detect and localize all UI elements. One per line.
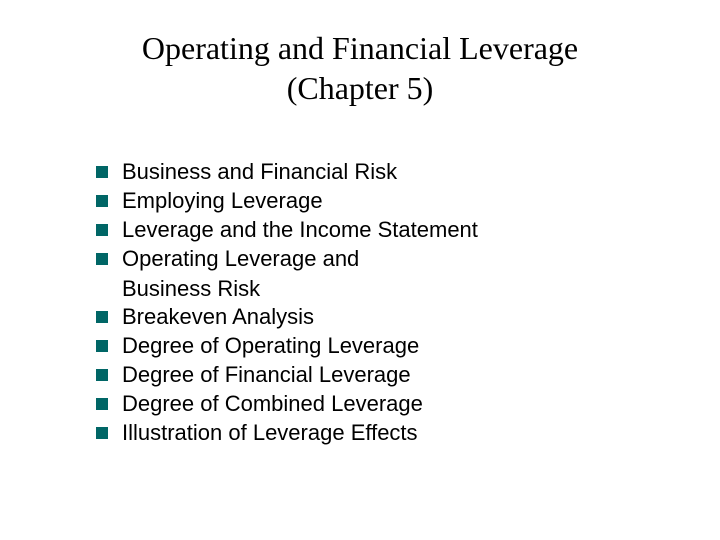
square-bullet-icon bbox=[96, 311, 108, 323]
bullet-list: Business and Financial Risk Employing Le… bbox=[96, 158, 636, 449]
square-bullet-icon bbox=[96, 340, 108, 352]
list-item-text: Breakeven Analysis bbox=[122, 303, 314, 331]
title-line-1: Operating and Financial Leverage bbox=[142, 30, 578, 66]
list-item-continuation: Business Risk bbox=[122, 275, 636, 303]
list-item: Breakeven Analysis bbox=[96, 303, 636, 331]
square-bullet-icon bbox=[96, 369, 108, 381]
list-item: Business and Financial Risk bbox=[96, 158, 636, 186]
list-item: Operating Leverage and bbox=[96, 245, 636, 273]
square-bullet-icon bbox=[96, 166, 108, 178]
square-bullet-icon bbox=[96, 253, 108, 265]
list-item-text: Degree of Operating Leverage bbox=[122, 332, 419, 360]
square-bullet-icon bbox=[96, 195, 108, 207]
list-item-text: Employing Leverage bbox=[122, 187, 323, 215]
list-item-text: Degree of Financial Leverage bbox=[122, 361, 411, 389]
title-line-2: (Chapter 5) bbox=[287, 70, 434, 106]
list-item: Degree of Combined Leverage bbox=[96, 390, 636, 418]
list-item: Employing Leverage bbox=[96, 187, 636, 215]
list-item-text: Business and Financial Risk bbox=[122, 158, 397, 186]
slide-title: Operating and Financial Leverage (Chapte… bbox=[0, 0, 720, 108]
slide: Operating and Financial Leverage (Chapte… bbox=[0, 0, 720, 540]
list-item-text: Degree of Combined Leverage bbox=[122, 390, 423, 418]
list-item: Degree of Operating Leverage bbox=[96, 332, 636, 360]
list-item-text: Operating Leverage and bbox=[122, 245, 359, 273]
square-bullet-icon bbox=[96, 427, 108, 439]
square-bullet-icon bbox=[96, 224, 108, 236]
square-bullet-icon bbox=[96, 398, 108, 410]
list-item: Degree of Financial Leverage bbox=[96, 361, 636, 389]
list-item: Leverage and the Income Statement bbox=[96, 216, 636, 244]
list-item: Illustration of Leverage Effects bbox=[96, 419, 636, 447]
list-item-text: Leverage and the Income Statement bbox=[122, 216, 478, 244]
list-item-text: Illustration of Leverage Effects bbox=[122, 419, 418, 447]
